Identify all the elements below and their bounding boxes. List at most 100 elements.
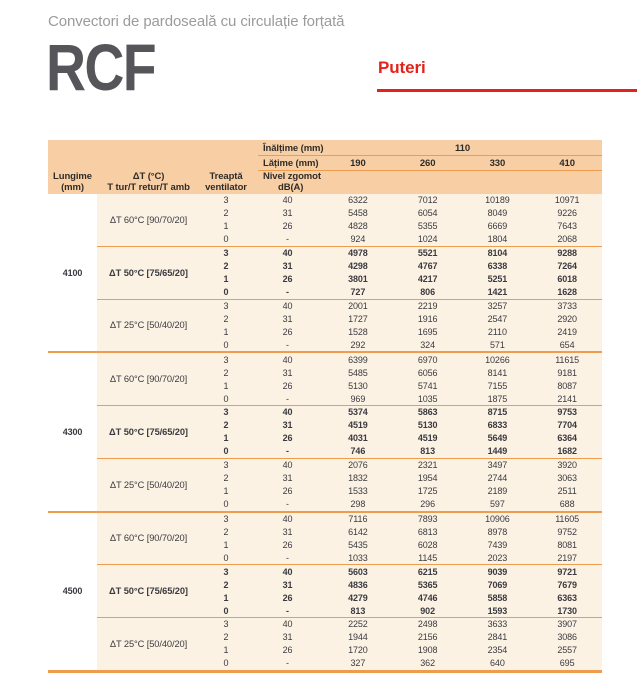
length-group-row: 4300 ΔT 60°C [90/70/20] 3 40 6399 6970 1… xyxy=(48,351,602,511)
power-row: 2 31 4519 5130 6833 7704 xyxy=(200,419,602,432)
power-value-cell-410: 7643 xyxy=(557,221,577,232)
length-group-row: 4500 ΔT 60°C [90/70/20] 3 40 7116 7893 1… xyxy=(48,510,602,670)
power-row: 0 - 327 362 640 695 xyxy=(200,657,602,670)
section-rows: 3 40 5603 6215 9039 9721 2 31 4836 5365 … xyxy=(200,565,602,617)
power-value-cell-260: 806 xyxy=(420,287,435,298)
noise-level-cell: 40 xyxy=(282,354,293,365)
power-value-cell-190: 4519 xyxy=(348,420,368,431)
power-row: 2 31 1832 1954 2744 3063 xyxy=(200,472,602,485)
power-row: 3 40 2001 2219 3257 3733 xyxy=(200,300,602,313)
power-value-cell-190: 4279 xyxy=(348,592,368,603)
noise-level-cell: 31 xyxy=(282,579,293,590)
power-value-cell-410: 10971 xyxy=(554,195,580,206)
noise-level-cell: 31 xyxy=(282,473,293,484)
noise-level-cell: - xyxy=(286,393,289,404)
power-value-cell-330: 5251 xyxy=(487,274,508,285)
noise-level-cell: 40 xyxy=(282,460,293,471)
power-value-cell-410: 2068 xyxy=(557,234,577,245)
noise-level-cell: 40 xyxy=(282,407,293,418)
power-value-cell-330: 2023 xyxy=(487,552,508,563)
power-row: 0 - 924 1024 1804 2068 xyxy=(200,233,602,246)
power-value-cell-260: 5863 xyxy=(417,407,438,418)
power-value-cell-330: 597 xyxy=(490,499,505,510)
noise-level-cell: - xyxy=(286,446,289,457)
power-row: 2 31 6142 6813 8978 9752 xyxy=(200,525,602,538)
power-value-cell-260: 362 xyxy=(420,658,435,669)
power-value-cell-330: 3497 xyxy=(487,460,508,471)
power-value-cell-190: 1727 xyxy=(348,313,368,324)
delta-t-section: ΔT 60°C [90/70/20] 3 40 6322 7012 10189 … xyxy=(97,194,602,246)
power-value-cell-410: 695 xyxy=(559,658,575,669)
power-value-cell-330: 10266 xyxy=(485,354,510,365)
delta-t-section: ΔT 50°C [75/65/20] 3 40 4978 5521 8104 9… xyxy=(97,245,602,299)
power-row: 1 26 4031 4519 5649 6364 xyxy=(200,432,602,445)
power-row: 0 - 1033 1145 2023 2197 xyxy=(200,551,602,564)
delta-t-section: ΔT 25°C [50/40/20] 3 40 2001 2219 3257 3… xyxy=(97,298,602,352)
power-table: Înălțime (mm) 110 Lățime (mm) 190 260 33… xyxy=(48,140,602,673)
power-value-cell-330: 2189 xyxy=(487,486,508,497)
section-title-underline xyxy=(377,89,637,92)
power-value-cell-190: 6142 xyxy=(348,526,368,537)
power-value-cell-260: 2219 xyxy=(417,300,438,311)
noise-level-cell: 31 xyxy=(282,261,293,272)
power-value-cell-410: 6018 xyxy=(557,274,577,285)
power-value-cell-190: 5485 xyxy=(348,367,368,378)
noise-level-cell: 26 xyxy=(282,380,293,391)
power-value-cell-410: 8081 xyxy=(557,539,577,550)
delta-t-label: ΔT 60°C [90/70/20] xyxy=(109,374,188,385)
noise-level-cell: 26 xyxy=(282,645,293,656)
noise-level-cell: 26 xyxy=(282,274,293,285)
section-title: Puteri xyxy=(378,58,426,77)
power-value-cell-260: 6215 xyxy=(417,566,438,577)
power-value-cell-330: 2841 xyxy=(487,632,508,643)
height-value: 110 xyxy=(454,142,471,154)
power-value-cell-260: 1908 xyxy=(417,645,438,656)
table-body: 4100 ΔT 60°C [90/70/20] 3 40 6322 7012 1… xyxy=(48,194,602,670)
power-value-cell-330: 7155 xyxy=(487,380,508,391)
noise-level-cell: 40 xyxy=(282,248,293,259)
delta-t-section: ΔT 60°C [90/70/20] 3 40 7116 7893 10906 … xyxy=(97,513,602,565)
fan-speed-cell: 0 xyxy=(223,605,229,616)
power-value-cell-410: 9288 xyxy=(557,248,577,259)
delta-t-label: ΔT 60°C [90/70/20] xyxy=(109,533,188,544)
power-row: 1 26 1528 1695 2110 2419 xyxy=(200,325,602,338)
power-row: 2 31 4298 4767 6338 7264 xyxy=(200,260,602,273)
delta-t-label: ΔT 25°C [50/40/20] xyxy=(109,320,188,331)
power-row: 3 40 5603 6215 9039 9721 xyxy=(200,565,602,578)
power-value-cell-410: 7704 xyxy=(557,420,577,431)
power-value-cell-260: 5355 xyxy=(417,221,438,232)
power-value-cell-260: 1695 xyxy=(417,326,438,337)
power-value-cell-190: 2076 xyxy=(348,460,368,471)
width-value: 410 xyxy=(559,157,575,169)
fan-speed-cell: 1 xyxy=(223,592,229,603)
power-value-cell-410: 654 xyxy=(559,339,575,350)
fan-speed-cell: 0 xyxy=(223,393,229,404)
power-value-cell-190: 746 xyxy=(350,446,366,457)
power-value-cell-260: 6970 xyxy=(417,354,438,365)
fan-speed-cell: 2 xyxy=(223,579,229,590)
power-row: 3 40 5374 5863 8715 9753 xyxy=(200,406,602,419)
power-value-cell-330: 3633 xyxy=(487,619,508,630)
noise-level-cell: 31 xyxy=(282,632,293,643)
power-value-cell-190: 4978 xyxy=(348,248,368,259)
fan-speed-cell: 3 xyxy=(223,300,229,311)
power-row: 2 31 1727 1916 2547 2920 xyxy=(200,312,602,325)
power-value-cell-330: 1875 xyxy=(487,393,508,404)
power-value-cell-260: 7893 xyxy=(417,513,438,524)
width-label: Lățime (mm) xyxy=(263,157,319,169)
fan-speed-cell: 0 xyxy=(223,499,229,510)
power-value-cell-330: 5649 xyxy=(487,433,508,444)
power-value-cell-330: 7069 xyxy=(487,579,508,590)
fan-speed-cell: 1 xyxy=(223,326,229,337)
delta-t-section: ΔT 50°C [75/65/20] 3 40 5603 6215 9039 9… xyxy=(97,564,602,617)
fan-speed-cell: 1 xyxy=(223,221,229,232)
power-value-cell-410: 3063 xyxy=(557,473,577,484)
power-row: 3 40 2252 2498 3633 3907 xyxy=(200,618,602,631)
power-value-cell-260: 6813 xyxy=(417,526,438,537)
power-value-cell-410: 9226 xyxy=(557,208,577,219)
power-value-cell-410: 9752 xyxy=(557,526,577,537)
width-value: 190 xyxy=(350,157,366,169)
power-value-cell-190: 1528 xyxy=(348,326,368,337)
power-value-cell-190: 292 xyxy=(350,339,366,350)
power-value-cell-410: 2511 xyxy=(557,486,577,497)
